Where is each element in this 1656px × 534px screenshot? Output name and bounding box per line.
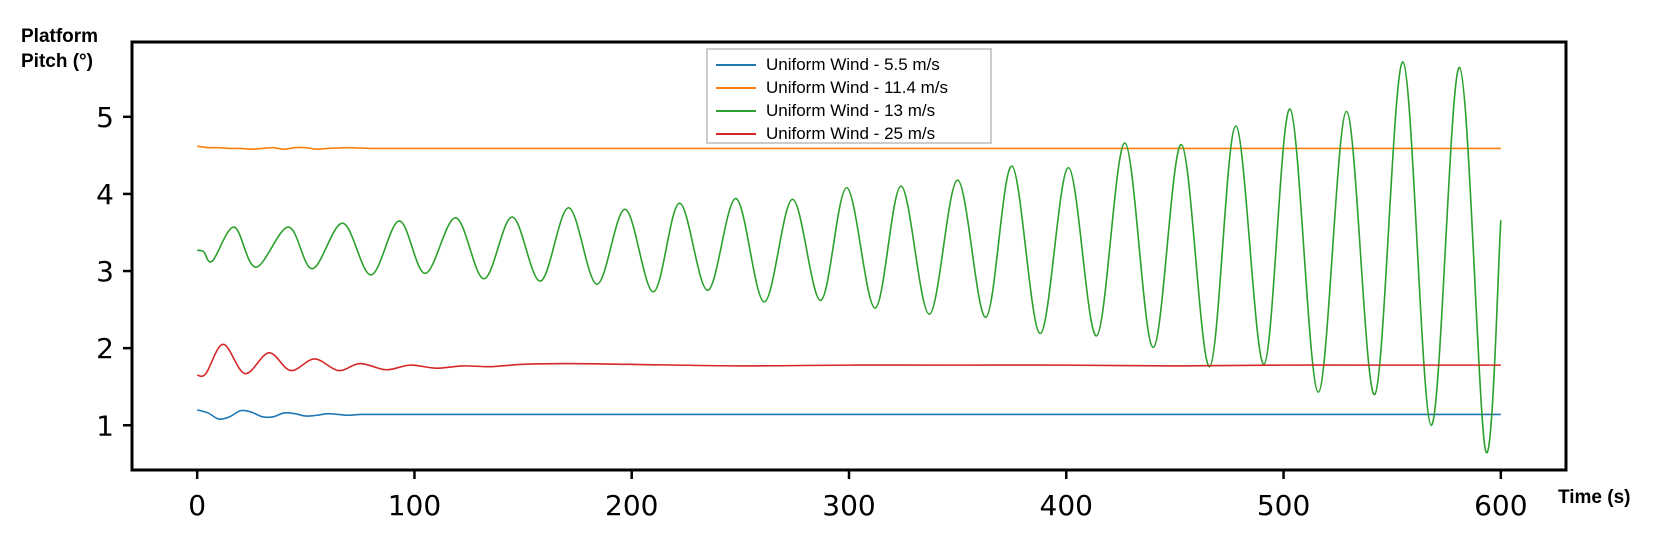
x-tick-label-300: 300: [822, 489, 875, 522]
x-tick-label-200: 200: [605, 489, 658, 522]
y-axis-label-line-1: Platform: [21, 26, 99, 47]
y-tick-label-2: 2: [96, 332, 114, 365]
x-tick-label-400: 400: [1040, 489, 1093, 522]
y-axis-label: Platform Pitch (°): [21, 24, 98, 74]
x-tick-label-500: 500: [1257, 489, 1310, 522]
legend-item-5-5: Uniform Wind - 5.5 m/s: [716, 54, 940, 76]
y-tick-label-3: 3: [96, 255, 114, 288]
x-axis-label: Time (s): [1558, 487, 1631, 508]
series-line-13: [197, 61, 1502, 454]
legend-label-11-4: Uniform Wind - 11.4 m/s: [766, 78, 949, 97]
y-tick-label-1: 1: [96, 409, 114, 442]
legend-label-5-5: Uniform Wind - 5.5 m/s: [766, 55, 940, 74]
legend-item-11-4: Uniform Wind - 11.4 m/s: [716, 77, 948, 99]
series-line-11-4: [197, 145, 1501, 151]
legend: Uniform Wind - 5.5 m/s Uniform Wind - 11…: [706, 48, 992, 144]
x-tick-label-0: 0: [188, 489, 206, 522]
legend-label-25: Uniform Wind - 25 m/s: [766, 124, 936, 143]
x-tick-label-600: 600: [1474, 489, 1527, 522]
series-line-25: [197, 343, 1501, 378]
x-tick-label-100: 100: [388, 489, 441, 522]
y-tick-label-4: 4: [96, 178, 114, 211]
y-tick-label-5: 5: [96, 101, 114, 134]
legend-item-25: Uniform Wind - 25 m/s: [716, 123, 935, 145]
plot-lines: [196, 61, 1502, 454]
legend-swatch-11-4: [716, 87, 756, 89]
y-axis-label-line-2: Pitch (°): [21, 51, 93, 72]
series-line-5-5: [196, 409, 1501, 421]
legend-swatch-13: [716, 110, 756, 112]
legend-label-13: Uniform Wind - 13 m/s: [766, 101, 936, 120]
legend-swatch-5-5: [716, 64, 756, 66]
axis-ticks: 0 100 200 300 400 500 600 1 2 3 4 5: [96, 101, 1527, 522]
legend-item-13: Uniform Wind - 13 m/s: [716, 100, 935, 122]
legend-swatch-25: [716, 133, 756, 135]
